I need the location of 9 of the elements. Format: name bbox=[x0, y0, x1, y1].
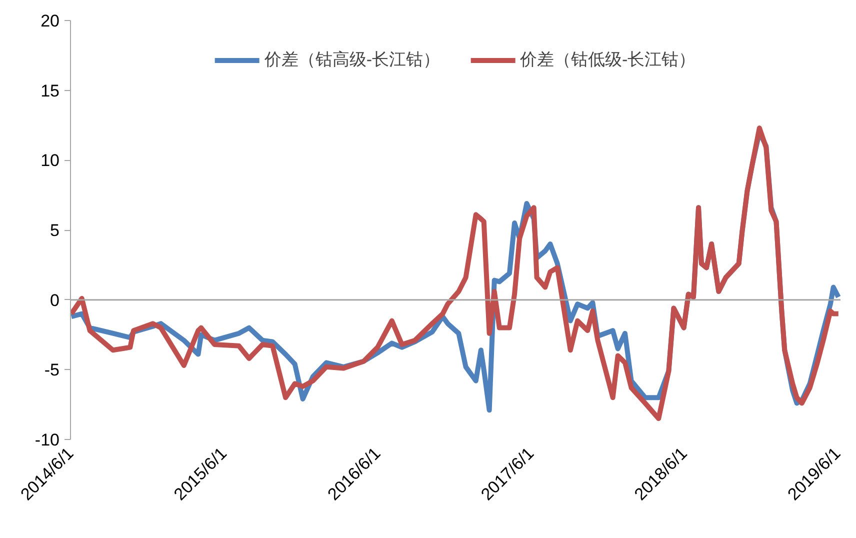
legend-label: 价差（钴高级-长江钴） bbox=[264, 49, 440, 71]
y-tick-label: 10 bbox=[40, 151, 60, 170]
y-tick-label: -10 bbox=[34, 430, 60, 450]
y-tick-label: -5 bbox=[44, 360, 60, 380]
y-tick-label: 15 bbox=[40, 81, 60, 100]
y-tick-label: 20 bbox=[40, 12, 60, 30]
legend-label: 价差（钴低级-长江钴） bbox=[520, 49, 696, 71]
y-tick-label: 0 bbox=[50, 290, 60, 310]
y-tick-label: 5 bbox=[50, 221, 60, 240]
